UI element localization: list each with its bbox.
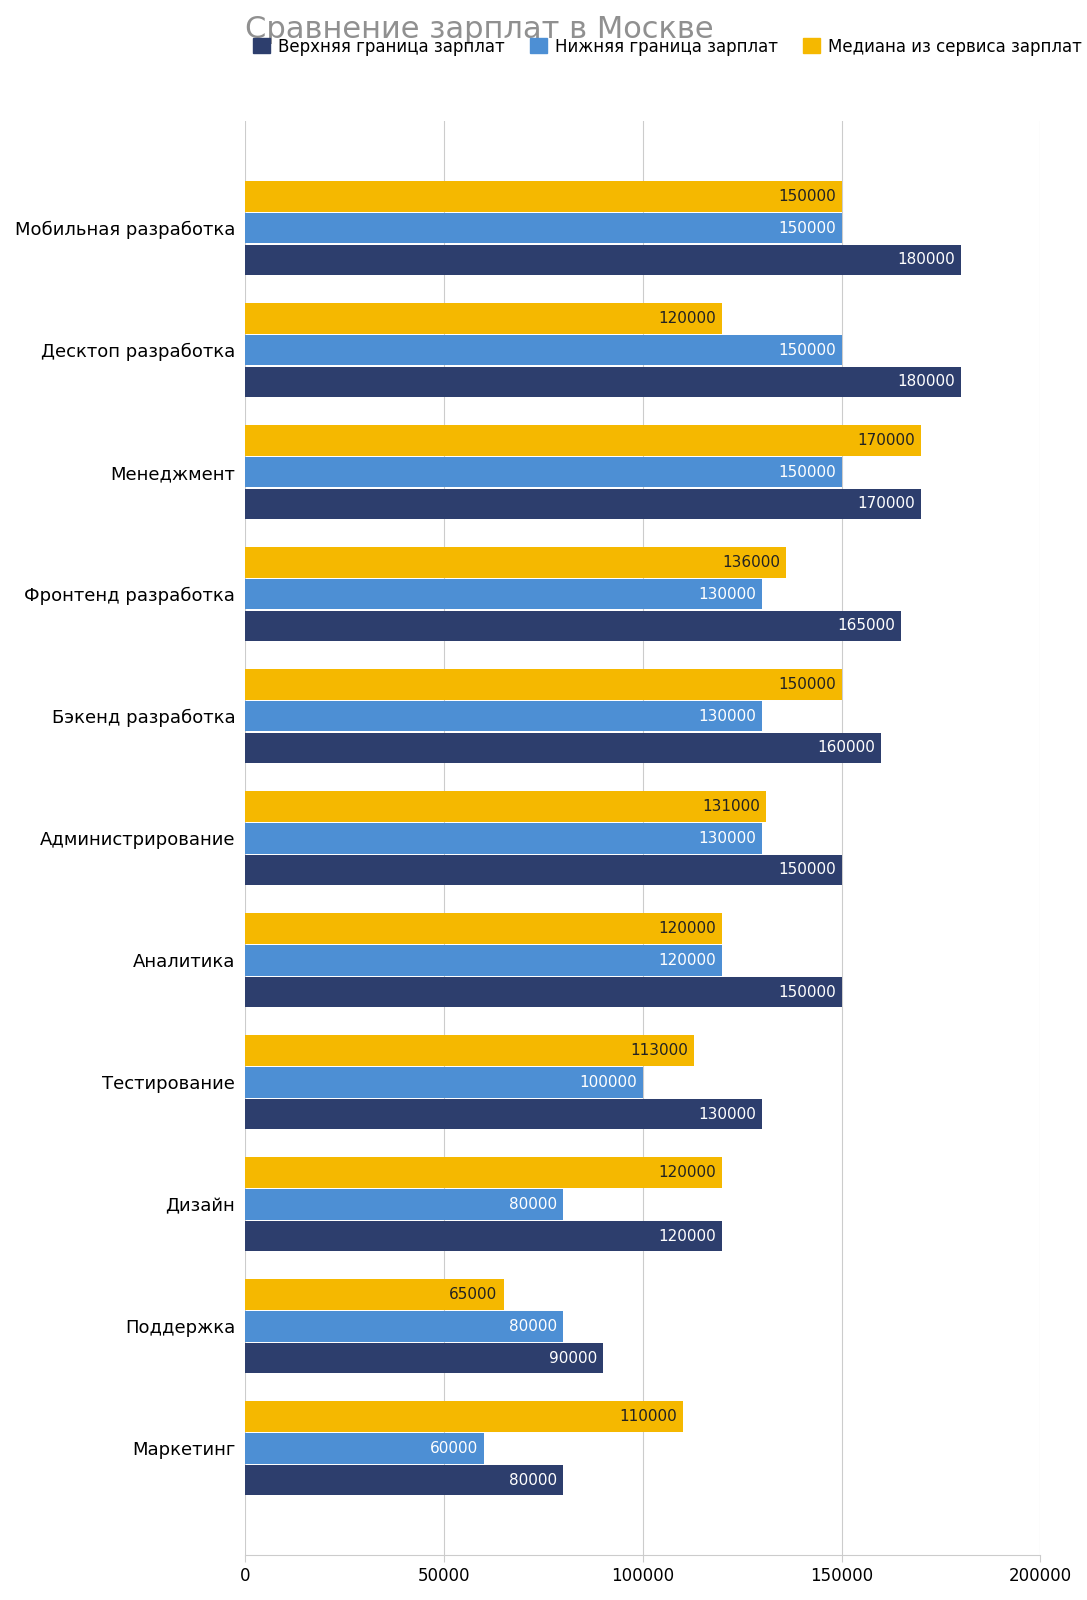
Bar (245, 366, 961, 397)
Bar (245, 1434, 484, 1464)
Bar (245, 976, 841, 1008)
Text: 80000: 80000 (509, 1197, 558, 1211)
Text: 170000: 170000 (858, 434, 915, 448)
Bar (245, 1466, 563, 1496)
Bar (245, 1157, 722, 1187)
Text: 130000: 130000 (698, 709, 757, 723)
Bar (245, 245, 961, 275)
Text: 60000: 60000 (429, 1442, 477, 1456)
Bar (245, 1067, 642, 1098)
Text: 130000: 130000 (698, 1107, 757, 1122)
Text: 150000: 150000 (778, 677, 836, 693)
Text: 165000: 165000 (837, 619, 896, 634)
Bar (245, 914, 722, 944)
Bar (245, 426, 921, 456)
Text: 65000: 65000 (449, 1286, 498, 1302)
Text: 170000: 170000 (858, 496, 915, 512)
Bar (245, 458, 841, 488)
Text: 130000: 130000 (698, 587, 757, 602)
Bar (245, 733, 882, 763)
Text: 100000: 100000 (579, 1075, 637, 1090)
Bar (245, 1280, 503, 1310)
Bar (245, 854, 841, 885)
Bar (245, 701, 762, 731)
Text: 150000: 150000 (778, 464, 836, 480)
Bar (245, 1402, 683, 1432)
Bar (245, 611, 901, 642)
Bar (245, 1099, 762, 1130)
Text: 120000: 120000 (659, 952, 716, 968)
Bar (245, 181, 841, 211)
Bar (245, 946, 722, 976)
Text: Сравнение зарплат в Москве: Сравнение зарплат в Москве (245, 14, 714, 43)
Bar (245, 488, 921, 518)
Text: 150000: 150000 (778, 189, 836, 203)
Text: 120000: 120000 (659, 922, 716, 936)
Legend: Верхняя граница зарплат, Нижняя граница зарплат, Медиана из сервиса зарплат: Верхняя граница зарплат, Нижняя граница … (253, 38, 1082, 56)
Text: 180000: 180000 (897, 374, 955, 389)
Bar (245, 1342, 603, 1373)
Bar (245, 1221, 722, 1251)
Bar (245, 547, 786, 578)
Text: 150000: 150000 (778, 862, 836, 877)
Text: 150000: 150000 (778, 984, 836, 1000)
Text: 113000: 113000 (630, 1043, 688, 1058)
Bar (245, 822, 762, 853)
Text: 150000: 150000 (778, 342, 836, 358)
Text: 160000: 160000 (817, 741, 875, 755)
Text: 136000: 136000 (722, 555, 780, 570)
Text: 80000: 80000 (509, 1472, 558, 1488)
Text: 90000: 90000 (549, 1350, 597, 1366)
Bar (245, 1189, 563, 1219)
Bar (245, 1035, 695, 1066)
Bar (245, 213, 841, 243)
Text: 120000: 120000 (659, 1165, 716, 1181)
Text: 80000: 80000 (509, 1318, 558, 1334)
Text: 110000: 110000 (619, 1410, 676, 1424)
Text: 131000: 131000 (702, 798, 760, 814)
Bar (245, 669, 841, 699)
Bar (245, 1310, 563, 1342)
Bar (245, 334, 841, 365)
Text: 180000: 180000 (897, 253, 955, 267)
Text: 120000: 120000 (659, 1229, 716, 1243)
Text: 120000: 120000 (659, 310, 716, 326)
Bar (245, 579, 762, 610)
Text: 150000: 150000 (778, 221, 836, 235)
Bar (245, 792, 766, 822)
Bar (245, 302, 722, 334)
Text: 130000: 130000 (698, 830, 757, 846)
